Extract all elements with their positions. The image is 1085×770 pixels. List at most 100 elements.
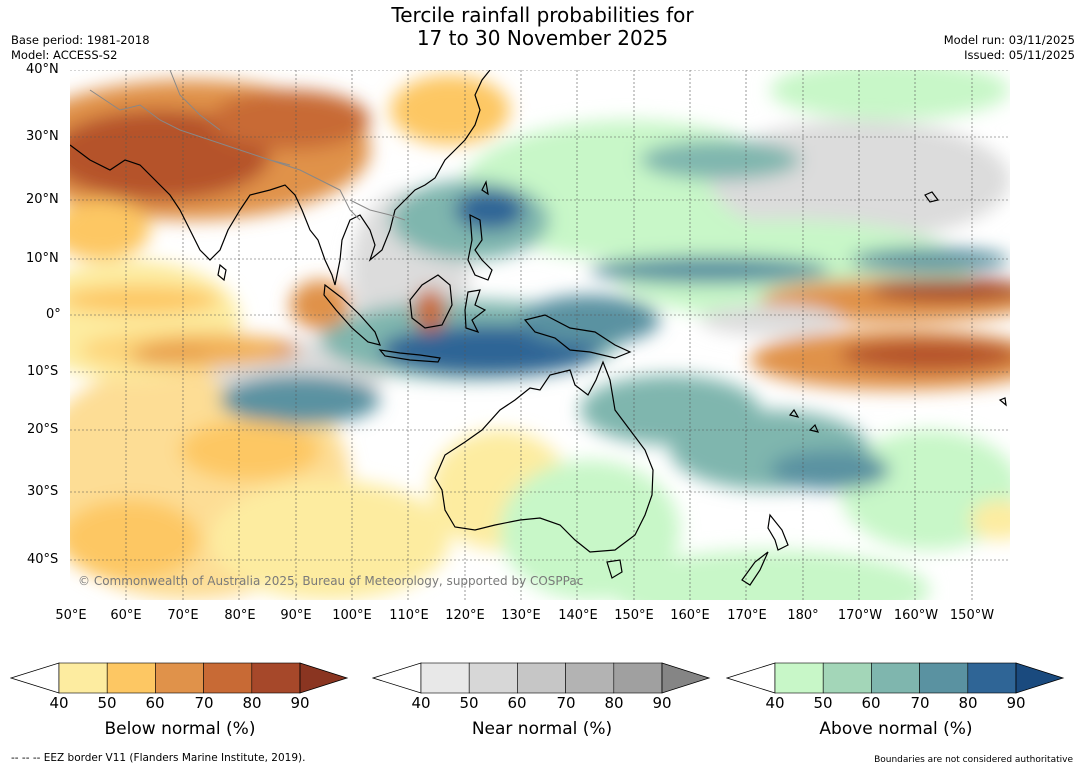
colorbar-swatch	[517, 662, 566, 694]
above-tick-50: 50	[813, 694, 833, 712]
sumatra-coast	[323, 283, 381, 346]
above-tick-60: 60	[861, 694, 881, 712]
boundaries-disclaimer: Boundaries are not considered authoritat…	[874, 755, 1073, 765]
philippines-coast	[467, 213, 493, 281]
colorbar-swatch	[106, 662, 156, 694]
near-normal-title: Near normal (%)	[471, 719, 613, 739]
map-title: Tercile rainfall probabilities for 17 to…	[0, 4, 1085, 50]
colorbar-swatch	[774, 662, 824, 694]
below-tick-90: 90	[290, 694, 310, 712]
colorbar-swatch	[967, 662, 1017, 694]
below-tick-40: 40	[49, 694, 69, 712]
above-tick-90: 90	[1006, 694, 1026, 712]
colorbar-swatch	[822, 662, 872, 694]
colorbar-swatch	[58, 662, 108, 694]
new-zealand-coast	[741, 513, 789, 586]
near-normal-colorbar-svg	[371, 662, 711, 694]
lat-label-20n: 20°N	[26, 192, 59, 207]
above-normal-title: Above normal (%)	[819, 719, 973, 739]
lon-label-170w: 170°W	[837, 608, 883, 623]
pacific-islands	[788, 191, 1007, 433]
lon-label-110e: 110°E	[389, 608, 429, 623]
title-line-2: 17 to 30 November 2025	[416, 26, 669, 50]
near-tick-60: 60	[507, 694, 527, 712]
lat-label-20s: 20°S	[27, 422, 59, 437]
colorbar-swatch	[661, 662, 711, 694]
lon-label-170e: 170°E	[727, 608, 767, 623]
colorbar-swatch	[203, 662, 253, 694]
colorbar-swatch	[155, 662, 204, 694]
lat-label-10s: 10°S	[27, 364, 59, 379]
colorbar-swatch	[251, 662, 301, 694]
map-canvas	[70, 70, 1010, 600]
sulawesi-coast	[464, 289, 487, 334]
lon-label-100e: 100°E	[332, 608, 372, 623]
above-tick-40: 40	[765, 694, 785, 712]
lon-label-90e: 90°E	[280, 608, 312, 623]
above-normal-colorbar	[725, 662, 1066, 694]
lon-label-160w: 160°W	[893, 608, 939, 623]
lat-label-40n: 40°N	[26, 62, 59, 77]
above-normal-colorbar-svg	[725, 662, 1065, 694]
tasmania-coast	[606, 559, 623, 579]
model-info: Base period: 1981-2018 Model: ACCESS-S2	[11, 33, 150, 63]
colorbar-swatch	[299, 662, 349, 694]
new-guinea-coast	[523, 314, 632, 359]
above-tick-80: 80	[958, 694, 978, 712]
lon-label-120e: 120°E	[445, 608, 485, 623]
borneo-coast	[409, 274, 453, 329]
lat-label-30s: 30°S	[27, 484, 59, 499]
colorbar-swatch	[919, 662, 969, 694]
lon-label-140e: 140°E	[558, 608, 598, 623]
lon-label-80e: 80°E	[224, 608, 256, 623]
lat-label-30n: 30°N	[26, 129, 59, 144]
near-tick-90: 90	[652, 694, 672, 712]
below-tick-80: 80	[242, 694, 262, 712]
graticule	[70, 70, 1010, 600]
sri-lanka-coast	[217, 263, 227, 282]
lon-label-50e: 50°E	[55, 608, 87, 623]
near-tick-50: 50	[459, 694, 479, 712]
coastlines	[70, 70, 1007, 586]
title-line-1: Tercile rainfall probabilities for	[391, 3, 694, 27]
model-run-date: Model run: 03/11/2025	[943, 33, 1075, 47]
above-tick-70: 70	[910, 694, 930, 712]
below-tick-50: 50	[97, 694, 117, 712]
country-borders	[89, 70, 406, 221]
colorbar-swatch	[468, 662, 518, 694]
copyright-notice: © Commonwealth of Australia 2025, Bureau…	[78, 574, 584, 588]
run-info: Model run: 03/11/2025 Issued: 05/11/2025	[944, 33, 1075, 63]
probability-map[interactable]: © Commonwealth of Australia 2025, Bureau…	[70, 70, 1010, 600]
lon-label-70e: 70°E	[167, 608, 199, 623]
near-tick-70: 70	[556, 694, 576, 712]
colorbar-swatch	[1015, 662, 1065, 694]
lat-label-10n: 10°N	[26, 251, 59, 266]
base-period: Base period: 1981-2018	[11, 33, 150, 47]
lon-label-160e: 160°E	[670, 608, 710, 623]
probability-field	[70, 70, 1010, 600]
lon-label-60e: 60°E	[110, 608, 142, 623]
colorbar-swatch	[565, 662, 615, 694]
asia-coast	[70, 70, 491, 286]
lon-label-150w: 150°W	[949, 608, 995, 623]
below-tick-60: 60	[145, 694, 165, 712]
lon-label-180: 180°	[787, 608, 819, 623]
colorbar-swatch	[420, 662, 470, 694]
issued-date: Issued: 05/11/2025	[964, 48, 1075, 62]
java-coast	[378, 349, 441, 363]
lon-label-150e: 150°E	[614, 608, 654, 623]
model-name: Model: ACCESS-S2	[11, 48, 118, 62]
eez-note: -- -- -- EEZ border V11 (Flanders Marine…	[11, 752, 306, 764]
taiwan-coast	[481, 180, 489, 196]
below-normal-title: Below normal (%)	[104, 719, 256, 739]
lat-label-40s: 40°S	[27, 552, 59, 567]
near-tick-80: 80	[604, 694, 624, 712]
below-normal-colorbar	[9, 662, 350, 694]
near-tick-40: 40	[411, 694, 431, 712]
below-tick-70: 70	[194, 694, 214, 712]
colorbar-swatch	[871, 662, 920, 694]
colorbar-swatch	[613, 662, 663, 694]
lat-label-equator: 0°	[46, 307, 61, 322]
below-normal-colorbar-svg	[9, 662, 349, 694]
lon-label-130e: 130°E	[501, 608, 541, 623]
